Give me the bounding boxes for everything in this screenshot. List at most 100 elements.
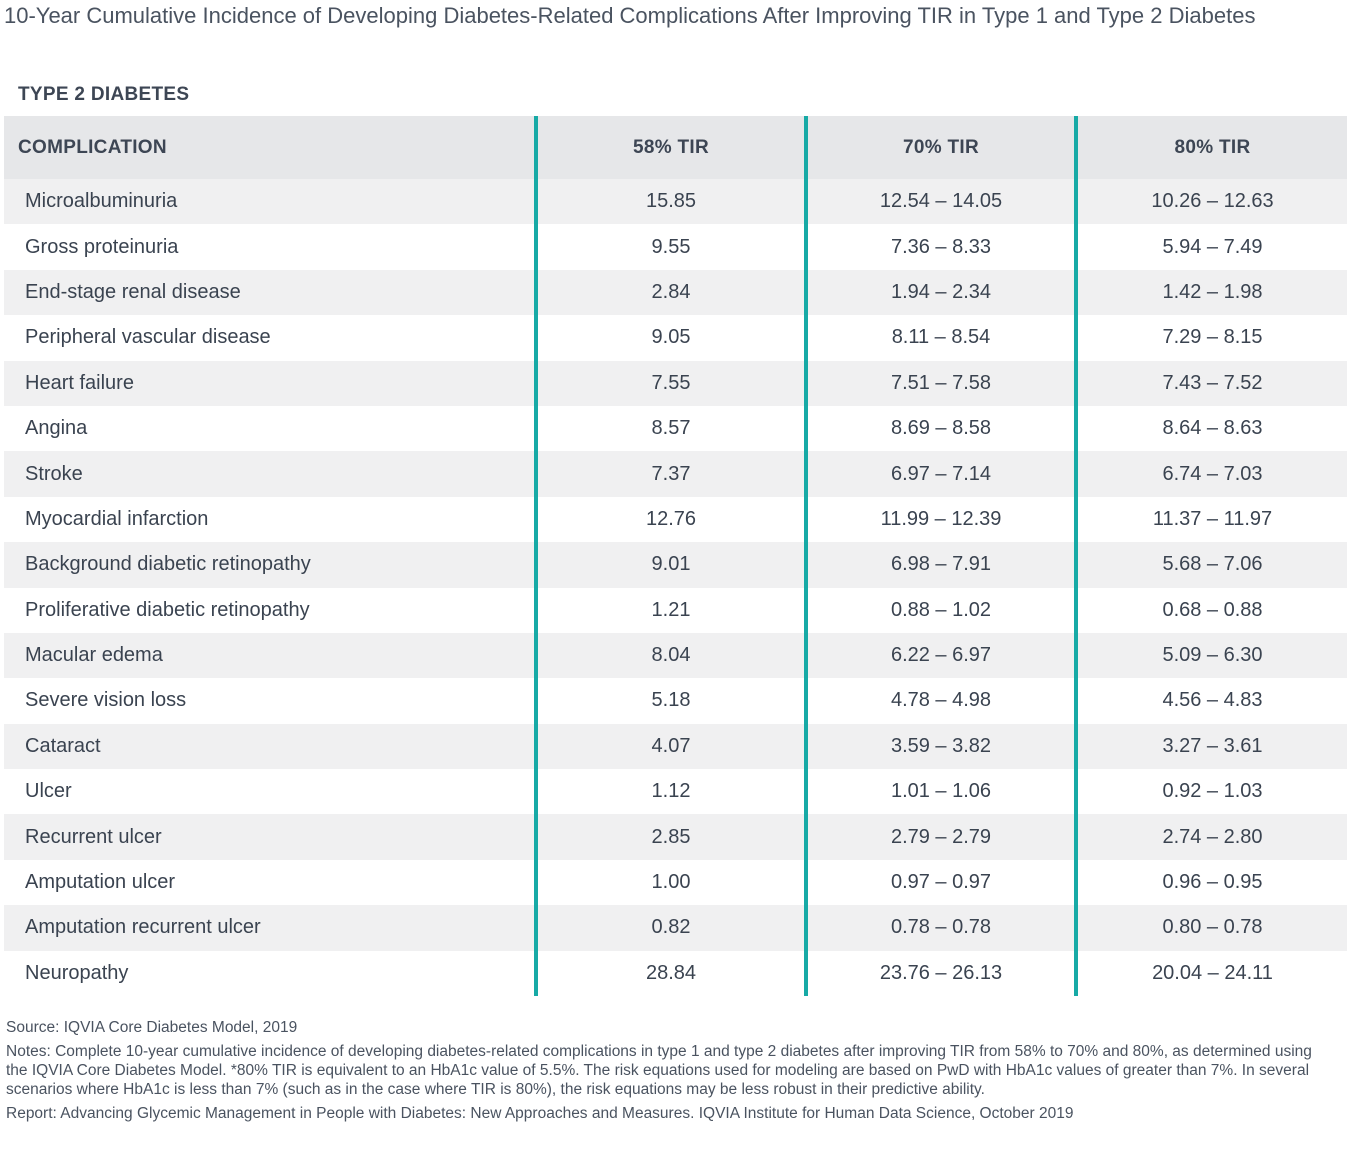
table-subtitle: TYPE 2 DIABETES <box>18 84 190 105</box>
value-58-tir-cell: 7.55 <box>534 360 806 406</box>
value-70-tir-cell: 2.79 – 2.79 <box>804 814 1076 860</box>
value-80-tir-cell: 4.56 – 4.83 <box>1074 678 1347 724</box>
value-80-tir-cell: 7.29 – 8.15 <box>1074 315 1347 361</box>
header-row: COMPLICATION 58% TIR 70% TIR 80% TIR <box>4 116 1347 179</box>
complication-cell: Gross proteinuria <box>4 224 536 270</box>
complication-cell: Ulcer <box>4 769 536 815</box>
value-70-tir-cell: 4.78 – 4.98 <box>804 678 1076 724</box>
value-70-tir-cell: 0.97 – 0.97 <box>804 859 1076 906</box>
value-80-tir-cell: 3.27 – 3.61 <box>1074 723 1347 770</box>
complication-cell: Myocardial infarction <box>4 496 536 543</box>
value-80-tir-cell: 2.74 – 2.80 <box>1074 814 1347 860</box>
column-header-58-tir: 58% TIR <box>534 116 806 179</box>
value-80-tir-cell: 5.94 – 7.49 <box>1074 224 1347 270</box>
value-58-tir-cell: 9.05 <box>534 315 806 361</box>
table-row: Recurrent ulcer 2.85 2.79 – 2.79 2.74 – 2.8… <box>4 814 1347 860</box>
table-row: Microalbuminuria 15.85 12.54 – 14.05 10.26 … <box>4 179 1347 225</box>
complication-cell: Proliferative diabetic retinopathy <box>4 587 536 633</box>
value-70-tir-cell: 12.54 – 14.05 <box>804 179 1076 225</box>
value-70-tir-cell: 23.76 – 26.13 <box>804 950 1076 997</box>
column-header-70-tir: 70% TIR <box>804 116 1076 179</box>
table-row: Severe vision loss 5.18 4.78 – 4.98 4.56 – … <box>4 678 1347 724</box>
value-80-tir-cell: 7.43 – 7.52 <box>1074 360 1347 406</box>
table-row: Gross proteinuria 9.55 7.36 – 8.33 5.94 – 7… <box>4 224 1347 270</box>
table-row: Stroke 7.37 6.97 – 7.14 6.74 – 7.03 <box>4 451 1347 497</box>
complication-cell: Amputation recurrent ulcer <box>4 905 536 951</box>
complication-cell: Heart failure <box>4 360 536 406</box>
value-58-tir-cell: 28.84 <box>534 950 806 997</box>
value-80-tir-cell: 0.96 – 0.95 <box>1074 859 1347 906</box>
value-80-tir-cell: 1.42 – 1.98 <box>1074 269 1347 316</box>
value-70-tir-cell: 8.11 – 8.54 <box>804 315 1076 361</box>
value-70-tir-cell: 3.59 – 3.82 <box>804 723 1076 770</box>
value-70-tir-cell: 7.36 – 8.33 <box>804 224 1076 270</box>
value-80-tir-cell: 0.92 – 1.03 <box>1074 769 1347 815</box>
value-58-tir-cell: 15.85 <box>534 179 806 225</box>
value-80-tir-cell: 20.04 – 24.11 <box>1074 950 1347 997</box>
column-header-complication: COMPLICATION <box>4 116 536 179</box>
complication-cell: Cataract <box>4 723 536 770</box>
complications-table-container: COMPLICATION 58% TIR 70% TIR 80% TIR Mic… <box>4 116 1347 997</box>
table-row: Cataract 4.07 3.59 – 3.82 3.27 – 3.61 <box>4 723 1347 770</box>
complication-cell: Microalbuminuria <box>4 179 536 225</box>
value-58-tir-cell: 5.18 <box>534 678 806 724</box>
complication-cell: Amputation ulcer <box>4 859 536 906</box>
value-70-tir-cell: 6.97 – 7.14 <box>804 451 1076 497</box>
table-row: Heart failure 7.55 7.51 – 7.58 7.43 – 7.52 <box>4 360 1347 406</box>
value-58-tir-cell: 12.76 <box>534 496 806 543</box>
value-70-tir-cell: 6.98 – 7.91 <box>804 542 1076 588</box>
value-70-tir-cell: 1.94 – 2.34 <box>804 269 1076 316</box>
table-row: Amputation ulcer 1.00 0.97 – 0.97 0.96 – 0.… <box>4 859 1347 906</box>
table-row: Peripheral vascular disease 9.05 8.11 – 8.… <box>4 315 1347 361</box>
value-70-tir-cell: 0.88 – 1.02 <box>804 587 1076 633</box>
value-80-tir-cell: 0.80 – 0.78 <box>1074 905 1347 951</box>
value-80-tir-cell: 6.74 – 7.03 <box>1074 451 1347 497</box>
value-58-tir-cell: 2.84 <box>534 269 806 316</box>
report-citation: Report: Advancing Glycemic Management in… <box>6 1105 1074 1122</box>
complication-cell: Severe vision loss <box>4 678 536 724</box>
table-body: Microalbuminuria 15.85 12.54 – 14.05 10.26 … <box>4 179 1347 997</box>
complication-cell: Stroke <box>4 451 536 497</box>
complication-cell: Peripheral vascular disease <box>4 315 536 361</box>
table-row: Ulcer 1.12 1.01 – 1.06 0.92 – 1.03 <box>4 769 1347 815</box>
value-58-tir-cell: 1.21 <box>534 587 806 633</box>
table-row: Background diabetic retinopathy 9.01 6.98 … <box>4 542 1347 588</box>
value-58-tir-cell: 0.82 <box>534 905 806 951</box>
table-row: End-stage renal disease 2.84 1.94 – 2.34 1.… <box>4 269 1347 316</box>
value-58-tir-cell: 8.57 <box>534 405 806 452</box>
complication-cell: End-stage renal disease <box>4 269 536 316</box>
value-58-tir-cell: 1.00 <box>534 859 806 906</box>
complication-cell: Background diabetic retinopathy <box>4 542 536 588</box>
table-row: Angina 8.57 8.69 – 8.58 8.64 – 8.63 <box>4 405 1347 452</box>
footer: Source: IQVIA Core Diabetes Model, 2019 … <box>6 1018 1336 1123</box>
value-58-tir-cell: 9.01 <box>534 542 806 588</box>
complication-cell: Neuropathy <box>4 950 536 997</box>
value-80-tir-cell: 5.68 – 7.06 <box>1074 542 1347 588</box>
complication-cell: Recurrent ulcer <box>4 814 536 860</box>
table-row: Myocardial infarction 12.76 11.99 – 12.39 1… <box>4 496 1347 543</box>
complication-cell: Angina <box>4 405 536 452</box>
table-row: Macular edema 8.04 6.22 – 6.97 5.09 – 6.30 <box>4 632 1347 679</box>
value-58-tir-cell: 7.37 <box>534 451 806 497</box>
value-70-tir-cell: 7.51 – 7.58 <box>804 360 1076 406</box>
value-70-tir-cell: 8.69 – 8.58 <box>804 405 1076 452</box>
value-80-tir-cell: 11.37 – 11.97 <box>1074 496 1347 543</box>
value-70-tir-cell: 6.22 – 6.97 <box>804 632 1076 679</box>
value-58-tir-cell: 2.85 <box>534 814 806 860</box>
value-70-tir-cell: 1.01 – 1.06 <box>804 769 1076 815</box>
value-70-tir-cell: 11.99 – 12.39 <box>804 496 1076 543</box>
value-58-tir-cell: 4.07 <box>534 723 806 770</box>
column-header-80-tir: 80% TIR <box>1074 116 1347 179</box>
value-70-tir-cell: 0.78 – 0.78 <box>804 905 1076 951</box>
source-note: Source: IQVIA Core Diabetes Model, 2019 <box>6 1019 298 1036</box>
value-80-tir-cell: 8.64 – 8.63 <box>1074 405 1347 452</box>
table-row: Neuropathy 28.84 23.76 – 26.13 20.04 – 24.1… <box>4 950 1347 997</box>
notes-text: Notes: Complete 10-year cumulative incid… <box>6 1043 1312 1098</box>
value-80-tir-cell: 0.68 – 0.88 <box>1074 587 1347 633</box>
value-58-tir-cell: 1.12 <box>534 769 806 815</box>
complications-table: COMPLICATION 58% TIR 70% TIR 80% TIR Mic… <box>4 116 1347 997</box>
value-58-tir-cell: 9.55 <box>534 224 806 270</box>
complication-cell: Macular edema <box>4 632 536 679</box>
table-row: Amputation recurrent ulcer 0.82 0.78 – 0.7… <box>4 905 1347 951</box>
value-80-tir-cell: 10.26 – 12.63 <box>1074 179 1347 225</box>
